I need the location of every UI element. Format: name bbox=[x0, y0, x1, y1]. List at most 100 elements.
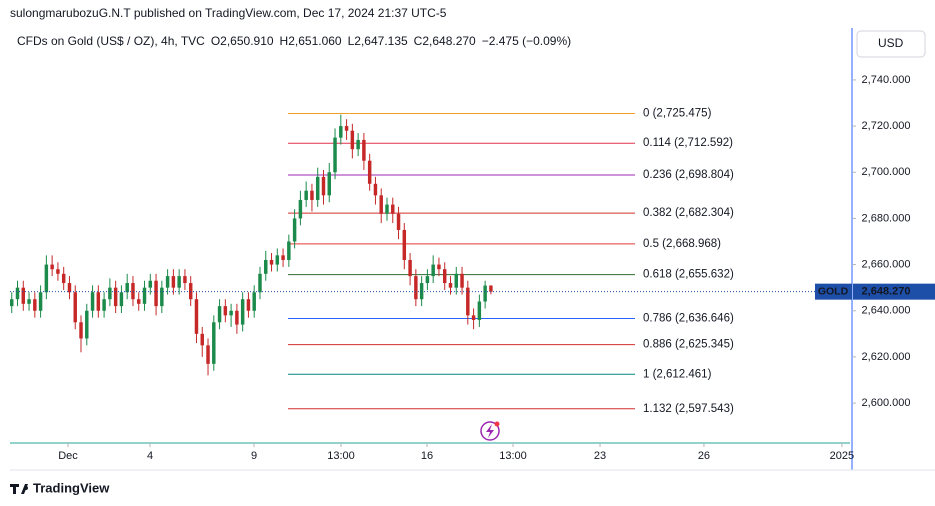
candle-body bbox=[350, 130, 355, 150]
candle-body bbox=[489, 285, 493, 292]
fib-label: 0.786 (2,636.646) bbox=[643, 313, 734, 325]
candle-body bbox=[90, 292, 95, 311]
flash-icon bbox=[480, 421, 500, 441]
last-price-name-box bbox=[815, 283, 852, 300]
candle-body bbox=[188, 283, 193, 300]
fib-label: 1.132 (2,597.543) bbox=[643, 403, 734, 415]
y-tick-label: 2,720.000 bbox=[862, 120, 911, 132]
candle-body bbox=[269, 259, 274, 265]
x-tick-label: 13:00 bbox=[499, 450, 527, 462]
candle-body bbox=[471, 315, 476, 320]
legend-text: L2,647.135 bbox=[348, 34, 408, 48]
candle-body bbox=[298, 199, 303, 219]
candle-body bbox=[229, 310, 233, 316]
last-price-name: GOLD bbox=[818, 285, 849, 297]
candle-body bbox=[344, 126, 349, 131]
currency: USD bbox=[878, 36, 904, 50]
candle-body bbox=[408, 259, 412, 277]
publish-info: sulongmarubozuG.N.T published on Trading… bbox=[10, 6, 447, 20]
x-tick-label: 13:00 bbox=[327, 450, 355, 462]
candle-body bbox=[379, 195, 383, 214]
x-tick-label: Dec bbox=[58, 450, 78, 462]
x-tick-label: 4 bbox=[147, 450, 153, 462]
fib-label: 0.886 (2,625.345) bbox=[643, 339, 734, 351]
candle-body bbox=[148, 280, 153, 288]
last-price-box bbox=[853, 283, 935, 300]
fib-label: 1 (2,612.461) bbox=[643, 368, 712, 380]
candle-body bbox=[160, 287, 164, 307]
candle-body bbox=[425, 276, 430, 284]
candle-body bbox=[246, 299, 251, 311]
candle-body bbox=[10, 299, 14, 307]
candle-body bbox=[448, 283, 453, 288]
y-tick-label: 2,680.000 bbox=[862, 212, 911, 224]
candle-body bbox=[292, 218, 297, 242]
candle-body bbox=[362, 139, 366, 161]
candle-body bbox=[477, 301, 482, 320]
candle-body bbox=[442, 269, 447, 284]
candle-body bbox=[252, 292, 256, 311]
y-tick-label: 2,620.000 bbox=[862, 351, 911, 363]
candle-body bbox=[44, 264, 49, 293]
candle-body bbox=[194, 299, 199, 334]
candle-body bbox=[396, 213, 401, 230]
candle-body bbox=[419, 283, 424, 300]
legend-text: H2,651.060 bbox=[280, 34, 342, 48]
candle-body bbox=[287, 241, 291, 260]
candle-body bbox=[356, 139, 360, 150]
candle-body bbox=[137, 299, 141, 304]
candle-body bbox=[304, 190, 308, 200]
candle-body bbox=[460, 273, 464, 288]
y-tick-label: 2,660.000 bbox=[862, 258, 911, 270]
candle-body bbox=[38, 292, 43, 311]
candle-body bbox=[85, 310, 89, 339]
tv-logo bbox=[10, 484, 29, 494]
candle-body bbox=[414, 276, 418, 300]
candle-body bbox=[125, 283, 129, 293]
fib-label: 0.236 (2,698.804) bbox=[643, 169, 734, 181]
candle-body bbox=[73, 292, 77, 323]
candle-body bbox=[391, 204, 395, 214]
candle-body bbox=[339, 126, 343, 138]
candle-body bbox=[67, 283, 72, 293]
candle-body bbox=[240, 299, 245, 325]
fib-label: 0 (2,725.475) bbox=[643, 107, 712, 119]
candle-body bbox=[454, 273, 458, 288]
candle-body bbox=[223, 306, 228, 316]
y-tick-label: 2,600.000 bbox=[862, 397, 911, 409]
legend-text: CFDs on Gold (US$ / OZ), 4h, TVC bbox=[17, 34, 205, 48]
x-tick-label: 16 bbox=[421, 450, 433, 462]
candle-body bbox=[113, 287, 118, 307]
last-price-label: 2,648.270 bbox=[862, 286, 911, 298]
candle-body bbox=[102, 299, 106, 311]
candle-body bbox=[315, 176, 320, 200]
candle-body bbox=[119, 292, 124, 307]
candle-body bbox=[96, 292, 101, 311]
candle-body bbox=[367, 160, 372, 184]
candle-body bbox=[431, 264, 435, 277]
candle-body bbox=[385, 204, 389, 214]
x-tick-label: 26 bbox=[698, 450, 710, 462]
candle-body bbox=[131, 283, 135, 300]
fib-label: 0.618 (2,655.632) bbox=[643, 269, 734, 281]
brand: TradingView bbox=[33, 480, 110, 495]
candle-body bbox=[108, 287, 112, 300]
candle-body bbox=[327, 172, 331, 196]
candle-body bbox=[61, 273, 66, 284]
candle-body bbox=[33, 299, 37, 311]
candle-body bbox=[79, 322, 83, 339]
candle-body bbox=[281, 255, 285, 260]
candle-body bbox=[154, 280, 158, 307]
fib-label: 0.114 (2,712.592) bbox=[643, 137, 733, 149]
candle-body bbox=[177, 276, 181, 288]
candle-body bbox=[165, 276, 170, 288]
legend-line: CFDs on Gold (US$ / OZ), 4h, TVC O2,650.9… bbox=[17, 34, 571, 48]
candle-body bbox=[183, 276, 187, 284]
candle-body bbox=[321, 176, 326, 196]
currency-button[interactable] bbox=[856, 30, 926, 58]
candle-body bbox=[206, 345, 210, 364]
candle-body bbox=[310, 190, 314, 200]
candle-body bbox=[15, 287, 20, 300]
